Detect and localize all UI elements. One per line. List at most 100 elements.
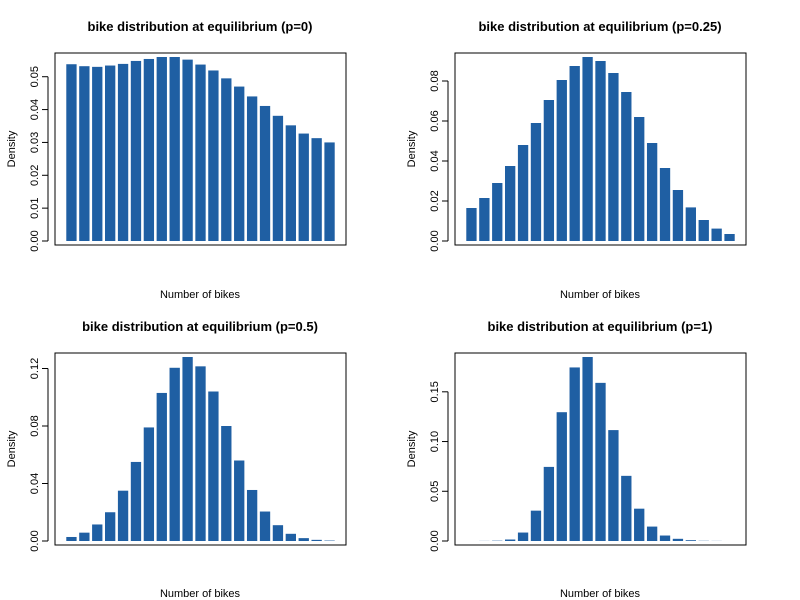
bar xyxy=(259,105,271,242)
y-tick-label: 0.15 xyxy=(429,381,441,402)
y-tick-label: 0.00 xyxy=(429,230,441,251)
bar xyxy=(298,538,309,542)
plot-frame xyxy=(54,52,347,246)
bar xyxy=(492,183,503,241)
x-axis-label: Number of bikes xyxy=(160,588,241,600)
bar xyxy=(543,100,555,241)
bar-group xyxy=(466,57,735,241)
bar xyxy=(92,66,103,241)
bar-group xyxy=(479,357,722,541)
bar xyxy=(156,392,167,541)
bar xyxy=(698,220,709,241)
bar xyxy=(621,475,632,541)
y-axis-label: Density xyxy=(406,130,418,167)
bar xyxy=(156,57,167,241)
bar xyxy=(130,60,142,241)
bar xyxy=(724,234,735,241)
bar xyxy=(234,460,245,541)
bar xyxy=(79,66,90,241)
bar xyxy=(608,430,619,541)
panel-p025: bike distribution at equilibrium (p=0.25… xyxy=(406,19,747,301)
bar xyxy=(272,525,284,541)
bar xyxy=(324,142,335,241)
y-axis: 0.00 0.05 0.10 0.15 xyxy=(429,381,449,552)
bar xyxy=(556,80,567,241)
chart-title: bike distribution at equilibrium (p=0.5) xyxy=(82,319,318,334)
y-tick-label: 0.08 xyxy=(429,70,441,91)
bar xyxy=(556,412,567,541)
y-tick-label: 0.10 xyxy=(429,431,441,452)
y-tick-label: 0.08 xyxy=(29,415,41,436)
y-tick-label: 0.01 xyxy=(29,197,41,218)
bar xyxy=(582,357,593,541)
chart-title: bike distribution at equilibrium (p=1) xyxy=(488,319,713,334)
bar xyxy=(143,427,155,541)
bar xyxy=(92,524,103,541)
bar xyxy=(685,540,696,541)
y-axis-label: Density xyxy=(6,430,18,467)
bar xyxy=(221,78,232,241)
bar xyxy=(208,70,219,241)
bar xyxy=(595,61,606,241)
bar xyxy=(672,538,684,541)
y-tick-label: 0.12 xyxy=(29,358,41,379)
panel-p05: bike distribution at equilibrium (p=0.5)… xyxy=(6,319,347,600)
y-tick-label: 0.06 xyxy=(429,110,441,131)
bar xyxy=(569,367,580,541)
x-axis-label: Number of bikes xyxy=(160,289,241,301)
chart-title: bike distribution at equilibrium (p=0.25… xyxy=(478,19,721,34)
y-tick-label: 0.04 xyxy=(429,150,441,171)
bar xyxy=(530,510,542,541)
bar xyxy=(130,461,142,541)
bar xyxy=(582,57,593,241)
bar xyxy=(79,532,90,541)
y-tick-label: 0.04 xyxy=(29,99,41,120)
bar xyxy=(505,539,516,541)
bar xyxy=(659,535,671,541)
y-tick-label: 0.00 xyxy=(429,530,441,551)
y-tick-label: 0.00 xyxy=(29,530,41,551)
y-tick-label: 0.02 xyxy=(429,190,441,211)
bar xyxy=(646,526,658,541)
panel-p1: bike distribution at equilibrium (p=1) D… xyxy=(406,319,747,600)
x-axis-label: Number of bikes xyxy=(560,289,641,301)
y-axis: 0.00 0.04 0.08 0.12 xyxy=(29,358,49,552)
bar-group xyxy=(66,357,335,542)
bar xyxy=(621,92,632,241)
bar xyxy=(479,198,490,241)
bar xyxy=(66,536,77,541)
bar xyxy=(105,65,116,241)
bar xyxy=(208,391,219,541)
bar xyxy=(285,125,296,241)
plot-frame xyxy=(54,352,347,546)
bar xyxy=(117,490,129,541)
y-axis-label: Density xyxy=(406,430,418,467)
bar xyxy=(246,489,258,541)
bar xyxy=(195,64,206,241)
bar xyxy=(646,143,658,241)
bar xyxy=(195,366,206,541)
bar xyxy=(221,426,232,541)
bar xyxy=(311,138,322,241)
y-axis: 0.00 0.02 0.04 0.06 0.08 xyxy=(429,70,449,252)
plot-frame xyxy=(454,352,747,546)
bar xyxy=(66,64,77,241)
bar xyxy=(608,73,619,241)
bar xyxy=(234,86,245,241)
plot-frame xyxy=(454,52,747,246)
y-axis-label: Density xyxy=(6,130,18,167)
bar xyxy=(530,123,542,241)
bar xyxy=(182,357,193,541)
panel-p0: bike distribution at equilibrium (p=0) D… xyxy=(6,19,347,301)
y-tick-label: 0.04 xyxy=(29,473,41,494)
bar xyxy=(505,166,516,241)
bar xyxy=(285,533,296,541)
bar xyxy=(634,508,645,541)
y-tick-label: 0.03 xyxy=(29,132,41,153)
bar xyxy=(272,115,284,241)
y-axis: 0.00 0.01 0.02 0.03 0.04 0.05 xyxy=(29,66,49,252)
bar xyxy=(182,59,193,241)
bar-group xyxy=(66,57,335,242)
bar xyxy=(595,382,606,541)
